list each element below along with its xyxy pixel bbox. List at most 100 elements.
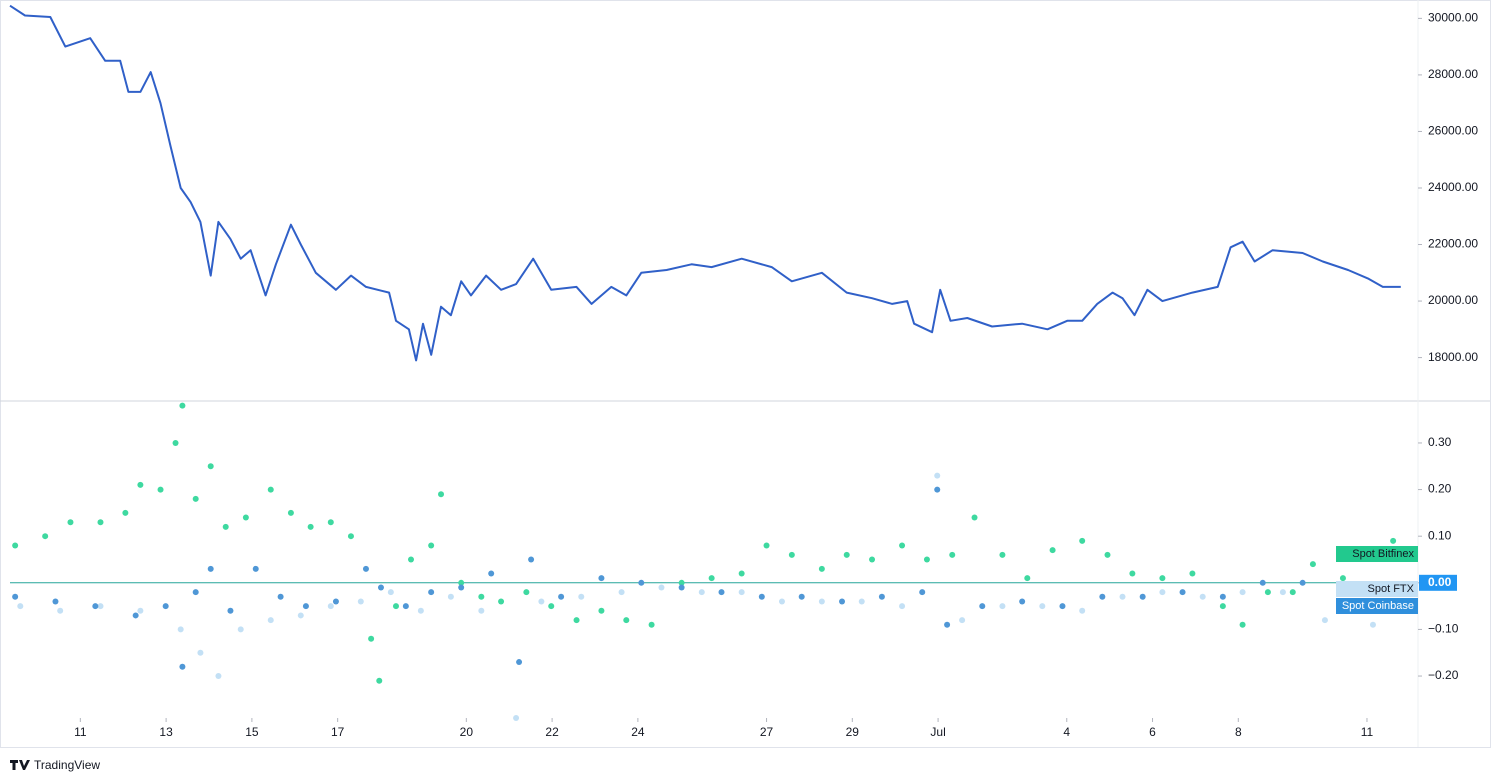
- x-tick-label: 13: [159, 725, 173, 739]
- x-tick-label: 17: [331, 725, 345, 739]
- dot: [999, 551, 1006, 558]
- dot: [92, 603, 99, 610]
- dot: [252, 565, 259, 572]
- dot: [1039, 603, 1046, 610]
- dot: [618, 589, 625, 596]
- x-tick-label: 11: [1361, 725, 1374, 739]
- hline-tag: 0.00: [1428, 575, 1452, 589]
- y-tick-label: 22000.00: [1428, 237, 1478, 251]
- dot: [162, 603, 169, 610]
- dot: [207, 565, 214, 572]
- dot: [488, 570, 495, 577]
- dot: [528, 556, 535, 563]
- logo: TradingView: [10, 758, 100, 772]
- hline-tag-bg: [1419, 574, 1457, 591]
- price-line: [9, 4, 1401, 362]
- dot: [818, 565, 825, 572]
- dot: [357, 598, 364, 605]
- dot: [1119, 593, 1126, 600]
- dot: [428, 589, 435, 596]
- x-tick-label: 8: [1235, 725, 1242, 739]
- dot: [648, 621, 655, 628]
- dot: [267, 486, 274, 493]
- dot: [788, 551, 795, 558]
- dot: [638, 579, 645, 586]
- legend-tag-bg: [1336, 598, 1418, 614]
- dot: [192, 589, 199, 596]
- dot: [438, 491, 445, 498]
- dot: [302, 603, 309, 610]
- dot: [738, 589, 745, 596]
- dot: [1259, 579, 1266, 586]
- dot: [538, 598, 545, 605]
- dot: [498, 598, 505, 605]
- dot: [402, 603, 409, 610]
- dot: [1079, 607, 1086, 614]
- dot: [999, 603, 1006, 610]
- dot: [17, 603, 24, 610]
- dot: [899, 603, 906, 610]
- dot: [132, 612, 139, 619]
- dot: [698, 589, 705, 596]
- dot: [558, 593, 565, 600]
- dot: [658, 584, 665, 591]
- dot: [387, 589, 394, 596]
- dot: [447, 593, 454, 600]
- brand: TradingView: [34, 758, 100, 772]
- y-tick-label: 28000.00: [1428, 67, 1478, 81]
- dot: [12, 542, 19, 549]
- dot: [179, 402, 186, 409]
- dot: [1264, 589, 1271, 596]
- x-tick-label: 20: [460, 725, 474, 739]
- dot: [959, 617, 966, 624]
- dot: [1369, 621, 1376, 628]
- dot: [598, 575, 605, 582]
- dot: [869, 556, 876, 563]
- dot: [858, 598, 865, 605]
- dot: [949, 551, 956, 558]
- dot: [172, 439, 179, 446]
- dot: [227, 607, 234, 614]
- dot: [934, 472, 941, 479]
- dot: [1239, 589, 1246, 596]
- x-tick-label: 6: [1149, 725, 1156, 739]
- dot: [362, 565, 369, 572]
- dot: [899, 542, 906, 549]
- dot: [417, 607, 424, 614]
- dot: [763, 542, 770, 549]
- dot: [919, 589, 926, 596]
- dot: [157, 486, 164, 493]
- dot: [52, 598, 59, 605]
- dot: [222, 523, 229, 530]
- y-tick-label: 26000.00: [1428, 124, 1478, 138]
- dot: [1279, 589, 1286, 596]
- y-tick-label: 30000.00: [1428, 11, 1478, 25]
- dot: [598, 607, 605, 614]
- dot: [478, 607, 485, 614]
- dot: [207, 463, 214, 470]
- dot: [332, 598, 339, 605]
- dot: [878, 593, 885, 600]
- dot: [297, 612, 304, 619]
- x-tick-label: 11: [74, 725, 87, 739]
- legend-tag: Spot Bitfinex: [1352, 548, 1414, 560]
- dot: [1139, 593, 1146, 600]
- dot: [67, 519, 74, 526]
- dot: [1129, 570, 1136, 577]
- y-tick-label: 0.30: [1428, 435, 1452, 449]
- dot: [122, 509, 129, 516]
- dot: [1390, 537, 1397, 544]
- dot: [458, 579, 465, 586]
- dot: [944, 621, 951, 628]
- dot: [1104, 551, 1111, 558]
- x-tick-label: 22: [545, 725, 559, 739]
- dot: [718, 589, 725, 596]
- dot: [287, 509, 294, 516]
- legend-tag-bg: [1336, 581, 1418, 597]
- dot: [1309, 561, 1316, 568]
- frame: [0, 0, 1491, 748]
- dot: [177, 626, 184, 633]
- dot: [179, 663, 186, 670]
- dot: [523, 589, 530, 596]
